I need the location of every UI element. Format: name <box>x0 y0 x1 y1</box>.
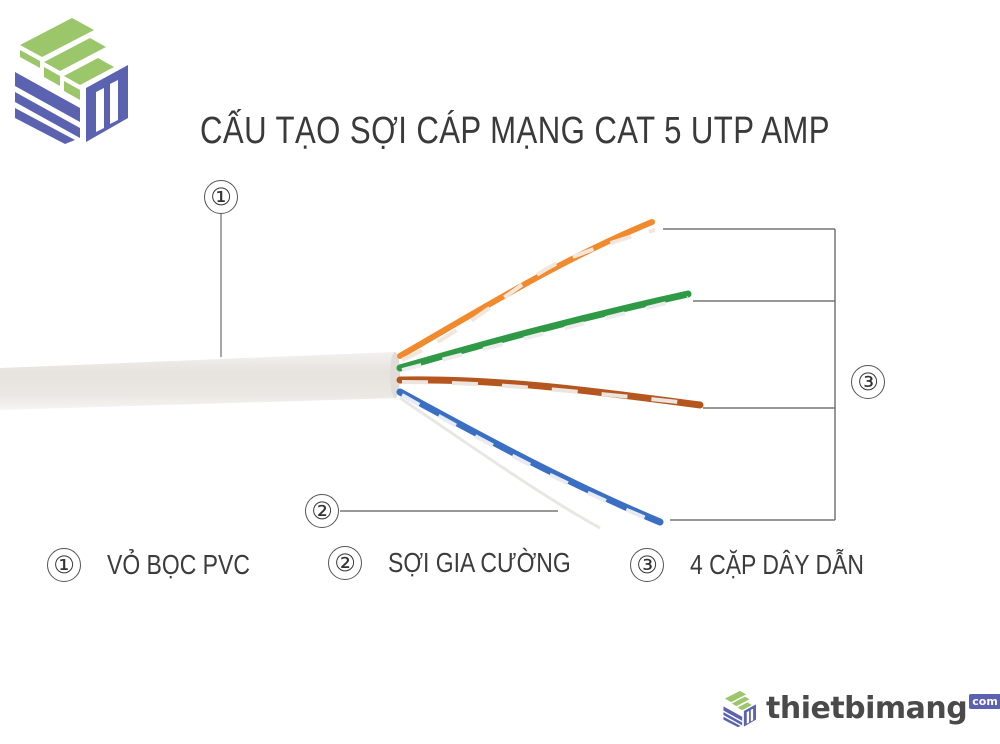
callout-1-marker: ① <box>204 180 238 214</box>
legend-item-pvc-jacket: ① VỎ BỌC PVC <box>47 548 281 582</box>
brand-tld-badge: com <box>969 693 1000 709</box>
legend-item-reinforcing-fiber: ② SỢI GIA CƯỜNG <box>328 546 611 580</box>
callout-3-marker: ③ <box>851 365 885 399</box>
legend-3-marker: ③ <box>630 548 664 582</box>
legend-item-conductor-pairs: ③ 4 CẶP DÂY DẪN <box>630 548 902 582</box>
legend-3-label: 4 CẶP DÂY DẪN <box>690 549 864 580</box>
legend-2-label: SỢI GIA CƯỜNG <box>388 547 571 578</box>
callout-2-marker: ② <box>305 494 339 528</box>
legend-1-marker: ① <box>47 548 81 582</box>
legend-2-marker: ② <box>328 546 362 580</box>
legend-1-label: VỎ BỌC PVC <box>107 549 250 580</box>
brand-name: thietbimang <box>766 690 968 726</box>
brand-footer: thietbimang com <box>722 688 1000 728</box>
brand-logo-icon <box>15 18 128 144</box>
brand-mini-logo-icon <box>723 690 756 728</box>
